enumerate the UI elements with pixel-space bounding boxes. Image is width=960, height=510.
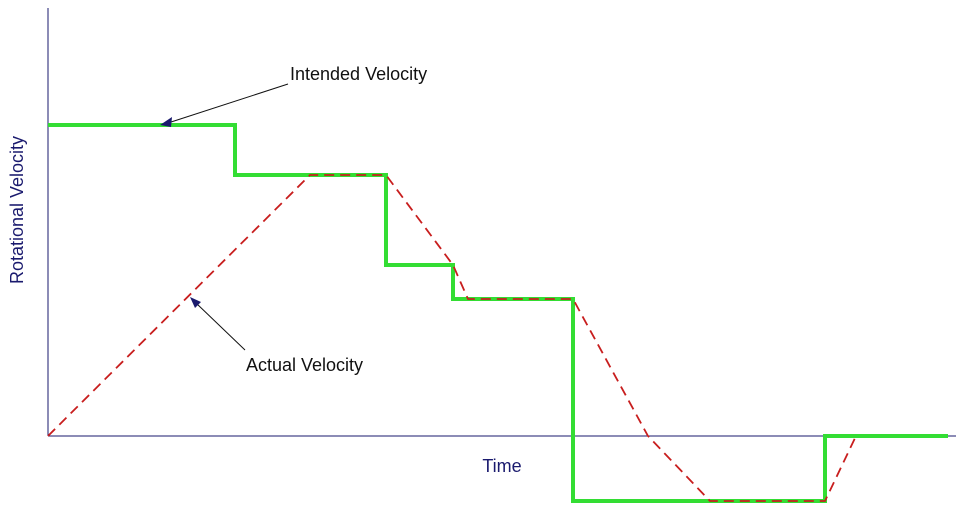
series-intended-velocity-glow: [48, 123, 948, 503]
series-layer: [47, 123, 948, 503]
series-intended-velocity-line: [48, 123, 948, 503]
annotation-actual-velocity: Actual Velocity: [246, 355, 363, 375]
annotation-actual-arrow: [195, 302, 246, 351]
series-actual-velocity-line: [47, 174, 857, 502]
annotation-intended-arrow: [167, 83, 289, 124]
y-axis-label: Rotational Velocity: [7, 136, 27, 284]
annotation-intended-arrowhead: [160, 117, 172, 127]
annotation-intended-velocity: Intended Velocity: [290, 64, 427, 84]
annotation-actual-arrowhead: [190, 297, 201, 308]
x-axis-label: Time: [482, 456, 521, 476]
